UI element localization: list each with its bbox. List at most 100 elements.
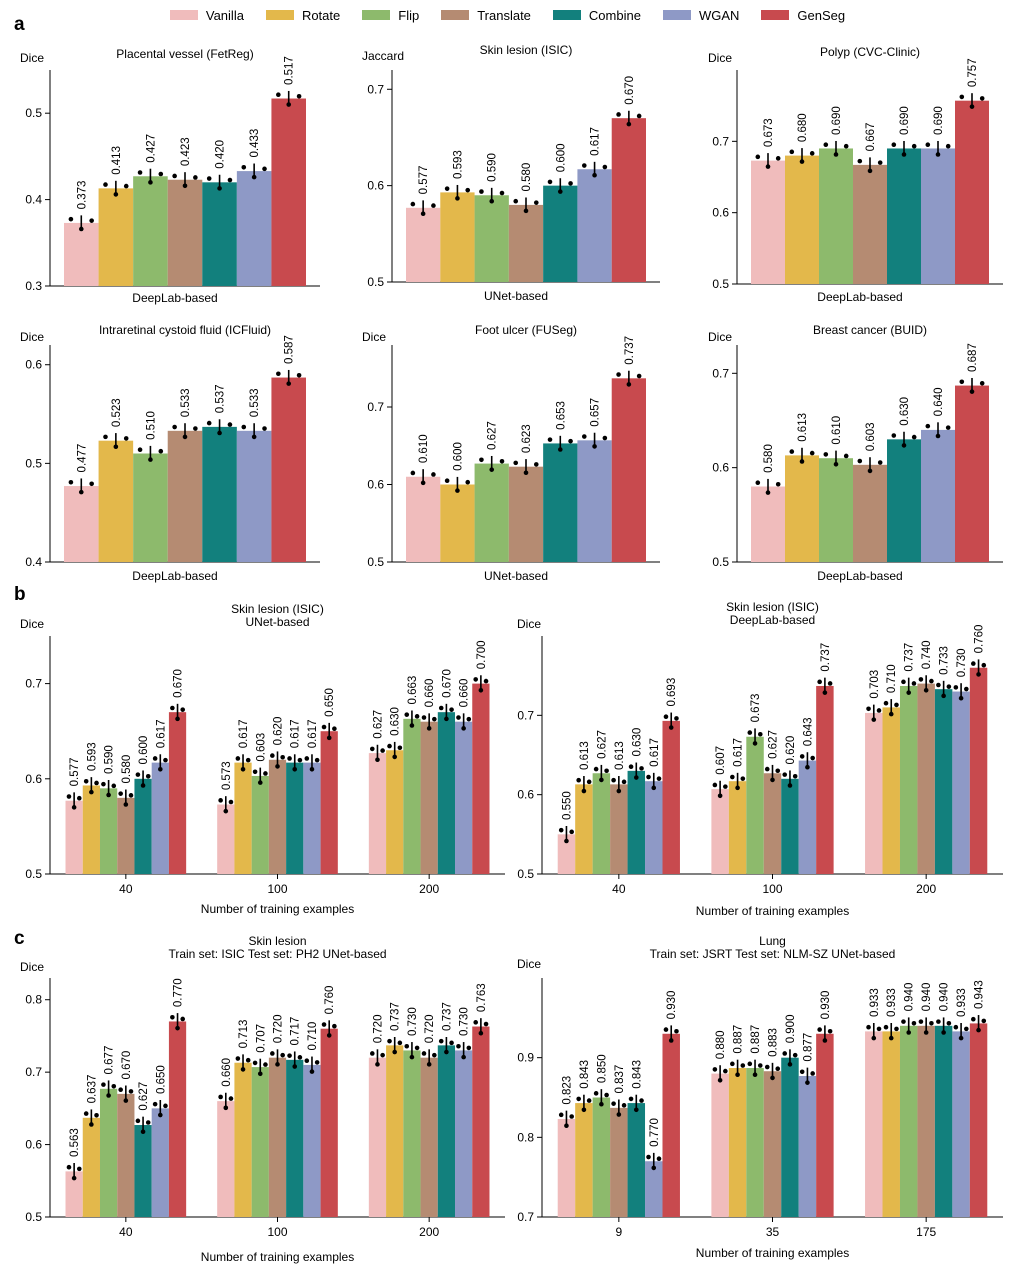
bar-value-label: 0.900	[785, 1015, 797, 1044]
bar-rotate	[234, 762, 252, 874]
sample-point	[483, 1021, 489, 1027]
sample-point	[438, 1038, 444, 1044]
sample-point	[523, 470, 529, 476]
sample-point	[449, 1040, 454, 1046]
y-axis-label: Dice	[20, 960, 44, 974]
sample-point	[747, 730, 753, 735]
bar-value-label: 0.880	[715, 1030, 727, 1059]
sample-point	[959, 94, 965, 100]
sample-point	[901, 443, 907, 448]
bar-combine	[627, 1103, 646, 1217]
bar-value-label: 0.887	[733, 1025, 745, 1054]
sample-point	[270, 1051, 275, 1056]
panel-label-b: b	[14, 584, 26, 605]
sample-point	[410, 470, 416, 476]
sample-point	[564, 1123, 569, 1129]
chart-title: Skin lesion (ISIC)	[480, 43, 573, 57]
sample-point	[111, 783, 117, 789]
sample-point	[158, 448, 164, 454]
bar-vanilla	[64, 486, 99, 562]
sample-point	[971, 661, 976, 666]
chart-8: Skin lesion (ISIC)DeepLab-based Dice 0.5 0.…	[517, 600, 1003, 918]
sample-point	[941, 693, 946, 699]
x-tick-label: 100	[762, 882, 782, 896]
sample-point	[326, 735, 332, 741]
sample-point	[668, 725, 674, 730]
bar-value-label: 0.717	[290, 1017, 302, 1046]
sample-point	[765, 164, 771, 169]
bar-value-label: 0.670	[441, 669, 453, 698]
x-axis-label: Number of training examples	[201, 902, 354, 916]
bar-value-label: 0.687	[967, 343, 979, 372]
bar-wgan	[645, 1161, 663, 1217]
sample-point	[593, 1091, 599, 1096]
bar-rotate	[575, 1103, 593, 1217]
bar-value-label: 0.670	[624, 76, 636, 105]
x-axis-label: DeepLab-based	[132, 569, 217, 583]
sample-point	[148, 457, 153, 462]
bar-value-label: 0.737	[904, 643, 916, 672]
sample-point	[935, 433, 941, 439]
sample-point	[123, 1098, 129, 1103]
y-tick-label: 0.6	[367, 478, 384, 492]
sample-point	[906, 690, 912, 695]
sample-point	[465, 187, 471, 193]
bar-value-label: 0.643	[802, 717, 814, 746]
y-tick-label: 0.7	[712, 366, 729, 380]
bar-vanilla	[865, 1031, 883, 1217]
bar-flip	[899, 685, 918, 874]
y-tick-label: 0.5	[712, 277, 729, 291]
bar-wgan	[645, 781, 663, 874]
sample-point	[111, 1083, 117, 1089]
sample-point	[314, 1060, 320, 1065]
sample-point	[397, 1040, 403, 1046]
bar-value-label: 0.733	[939, 646, 951, 675]
x-axis-label: UNet-based	[484, 289, 548, 303]
sample-point	[787, 783, 793, 788]
bar-translate	[508, 204, 544, 282]
bar-flip	[474, 463, 509, 562]
bar-combine	[134, 778, 152, 874]
bar-value-label: 0.613	[579, 741, 591, 770]
sample-point	[747, 1061, 753, 1067]
sample-point	[193, 175, 198, 180]
sample-point	[888, 711, 894, 717]
sample-point	[810, 755, 815, 761]
bar-value-label: 0.580	[121, 755, 133, 784]
sample-point	[668, 1038, 674, 1043]
bar-vanilla	[751, 486, 785, 562]
sample-point	[280, 754, 285, 760]
sample-point	[611, 777, 616, 783]
bar-value-label: 0.593	[86, 742, 98, 771]
x-axis-label: Number of training examples	[696, 1246, 849, 1260]
sample-point	[479, 457, 484, 463]
bar-value-label: 0.580	[521, 163, 533, 192]
bar-combine	[543, 443, 578, 562]
sample-point	[321, 724, 327, 730]
bar-value-label: 0.533	[249, 388, 261, 417]
sample-point	[964, 1026, 969, 1032]
y-tick-label: 0.5	[25, 867, 42, 881]
sample-point	[118, 791, 123, 796]
sample-point	[976, 672, 981, 677]
sample-point	[257, 1071, 263, 1077]
y-axis-label: Dice	[517, 617, 541, 631]
bar-value-label: 0.620	[273, 717, 285, 746]
bar-combine	[437, 712, 456, 874]
sample-point	[262, 166, 267, 172]
sample-point	[397, 745, 403, 751]
sample-point	[513, 460, 519, 466]
sample-point	[251, 434, 257, 440]
sample-point	[871, 1035, 877, 1041]
chart-title: Placental vessel (FetReg)	[116, 47, 253, 61]
legend-swatch	[169, 10, 198, 20]
sample-point	[953, 685, 959, 690]
chart-3: Polyp (CVC-Clinic) Dice 0.5 0.6 0.7 0.673 0.68…	[708, 45, 1003, 304]
chart-title: Intraretinal cystoid fluid (ICFluid)	[99, 323, 271, 337]
bar-combine	[887, 148, 921, 284]
y-tick-label: 0.5	[25, 456, 42, 470]
y-axis-label: Dice	[20, 330, 44, 344]
bar-value-label: 0.690	[933, 106, 945, 135]
sample-point	[717, 793, 723, 799]
